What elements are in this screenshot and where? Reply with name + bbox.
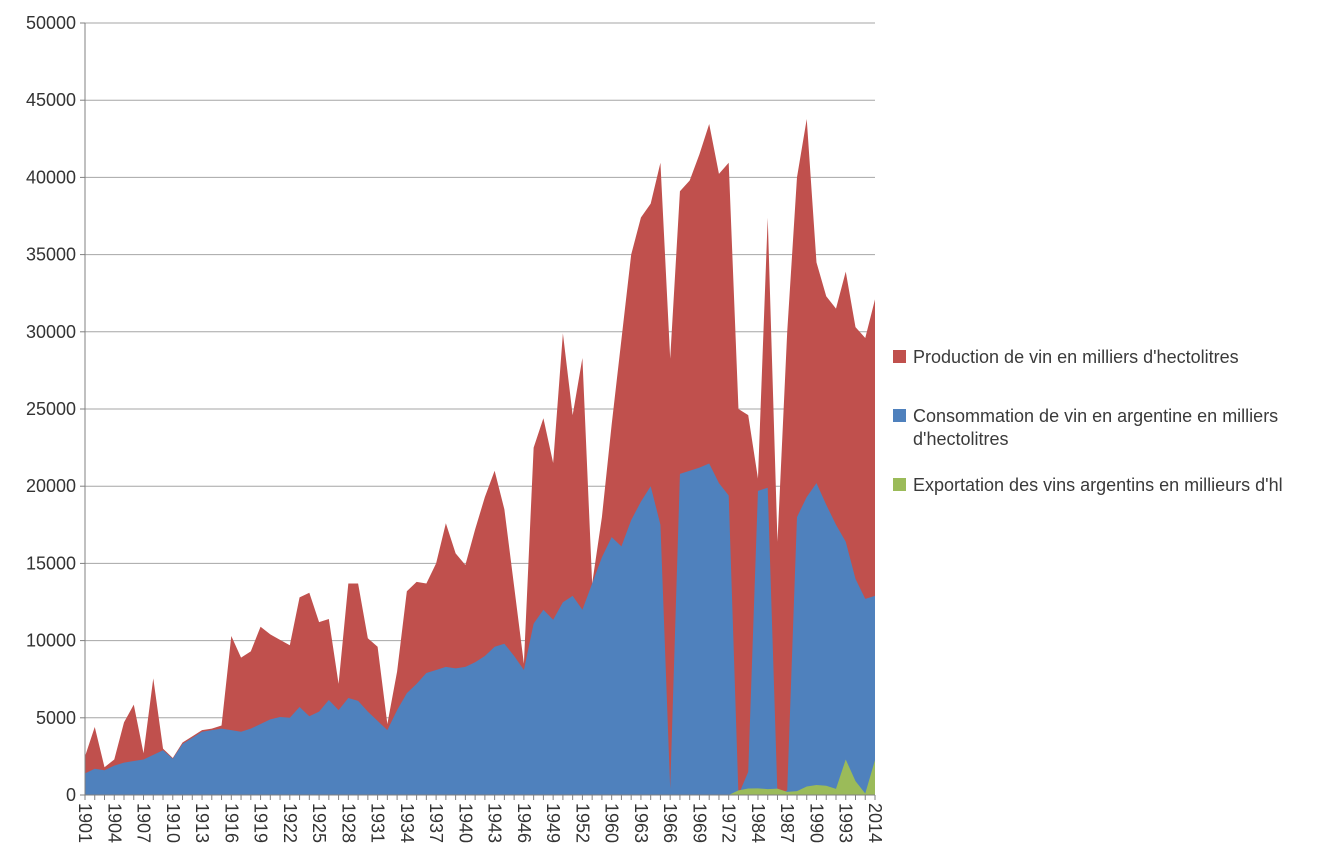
- x-axis-label: 1901: [75, 803, 95, 843]
- y-axis-label: 15000: [26, 553, 76, 573]
- y-axis-label: 5000: [36, 708, 76, 728]
- x-axis-label: 1993: [836, 803, 856, 843]
- legend-item-production: Production de vin en milliers d'hectolit…: [893, 346, 1298, 369]
- x-axis-label: 1987: [777, 803, 797, 843]
- y-axis-label: 30000: [26, 322, 76, 342]
- y-axis-label: 10000: [26, 631, 76, 651]
- x-axis-label: 1931: [368, 803, 388, 843]
- y-axis-label: 25000: [26, 399, 76, 419]
- x-axis-label: 1919: [251, 803, 271, 843]
- x-axis-label: 2014: [865, 803, 885, 843]
- area-series-1: [85, 463, 875, 795]
- production-swatch-icon: [893, 350, 906, 363]
- area-series-2: [85, 759, 875, 795]
- x-axis-label: 1990: [806, 803, 826, 843]
- x-axis-label: 1913: [192, 803, 212, 843]
- x-axis-label: 1952: [572, 803, 592, 843]
- x-axis-label: 1972: [719, 803, 739, 843]
- x-axis-label: 1907: [134, 803, 154, 843]
- x-axis-label: 1963: [631, 803, 651, 843]
- legend-label-production: Production de vin en milliers d'hectolit…: [913, 347, 1239, 367]
- x-axis-label: 1943: [485, 803, 505, 843]
- y-axis-label: 40000: [26, 167, 76, 187]
- consommation-swatch-icon: [893, 409, 906, 422]
- legend-item-exportation: Exportation des vins argentins en millie…: [893, 474, 1298, 497]
- x-axis-label: 1934: [397, 803, 417, 843]
- x-axis-label: 1960: [602, 803, 622, 843]
- x-axis-label: 1949: [543, 803, 563, 843]
- x-axis-label: 1928: [338, 803, 358, 843]
- x-axis-label: 1969: [689, 803, 709, 843]
- x-axis-label: 1984: [748, 803, 768, 843]
- y-axis-label: 50000: [26, 13, 76, 33]
- x-axis-label: 1910: [163, 803, 183, 843]
- legend-label-exportation: Exportation des vins argentins en millie…: [913, 475, 1283, 495]
- x-axis-label: 1925: [309, 803, 329, 843]
- x-axis-label: 1916: [221, 803, 241, 843]
- legend-item-consommation: Consommation de vin en argentine en mill…: [893, 405, 1298, 452]
- x-axis-label: 1904: [104, 803, 124, 843]
- x-axis-label: 1937: [426, 803, 446, 843]
- x-axis-label: 1966: [660, 803, 680, 843]
- legend-label-consommation: Consommation de vin en argentine en mill…: [913, 406, 1279, 450]
- y-axis-label: 0: [66, 785, 76, 805]
- x-axis-label: 1922: [280, 803, 300, 843]
- y-axis-label: 20000: [26, 476, 76, 496]
- exportation-swatch-icon: [893, 478, 906, 491]
- y-axis-label: 35000: [26, 245, 76, 265]
- x-axis-label: 1946: [514, 803, 534, 843]
- x-axis-label: 1940: [455, 803, 475, 843]
- y-axis-label: 45000: [26, 90, 76, 110]
